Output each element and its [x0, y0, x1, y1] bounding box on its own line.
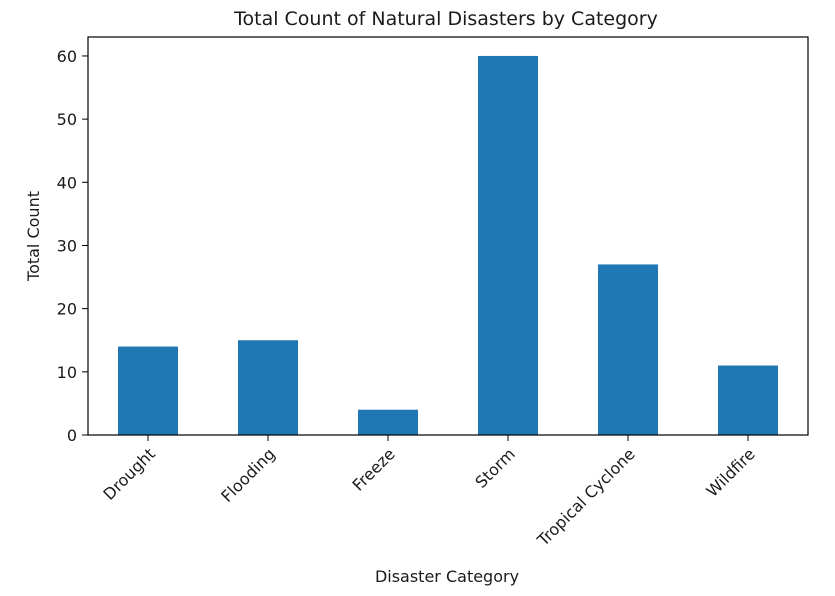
x-axis-ticks: Drought Flooding Freeze Storm Tropical Cyclo… [99, 435, 759, 550]
x-tick-label-tropical-cyclone: Tropical Cyclone [533, 444, 639, 550]
bar-freeze [358, 409, 418, 435]
x-tick-label-drought: Drought [99, 444, 158, 503]
y-tick-label: 0 [67, 426, 77, 445]
y-axis-label: Total Count [24, 191, 43, 282]
bar-flooding [238, 340, 298, 435]
x-tick-label-storm: Storm [471, 444, 518, 491]
y-tick-label: 40 [57, 173, 77, 192]
x-tick-label-wildfire: Wildfire [702, 444, 758, 500]
bar-storm [478, 55, 538, 435]
plot-area-frame [87, 36, 809, 436]
bar-drought [118, 346, 178, 435]
y-tick-label: 60 [57, 47, 77, 66]
bar-tropical-cyclone [598, 264, 658, 435]
y-tick-label: 30 [57, 236, 77, 255]
y-axis-ticks: 0 10 20 30 40 50 60 [57, 47, 88, 445]
x-tick-label-flooding: Flooding [217, 444, 279, 506]
x-tick-label-freeze: Freeze [348, 444, 398, 494]
bar-wildfire [718, 365, 778, 435]
bars-group [118, 55, 778, 435]
y-tick-label: 10 [57, 363, 77, 382]
chart-title: Total Count of Natural Disasters by Cate… [233, 8, 658, 30]
y-tick-label: 50 [57, 110, 77, 129]
y-tick-label: 20 [57, 300, 77, 319]
x-axis-label: Disaster Category [375, 567, 519, 586]
